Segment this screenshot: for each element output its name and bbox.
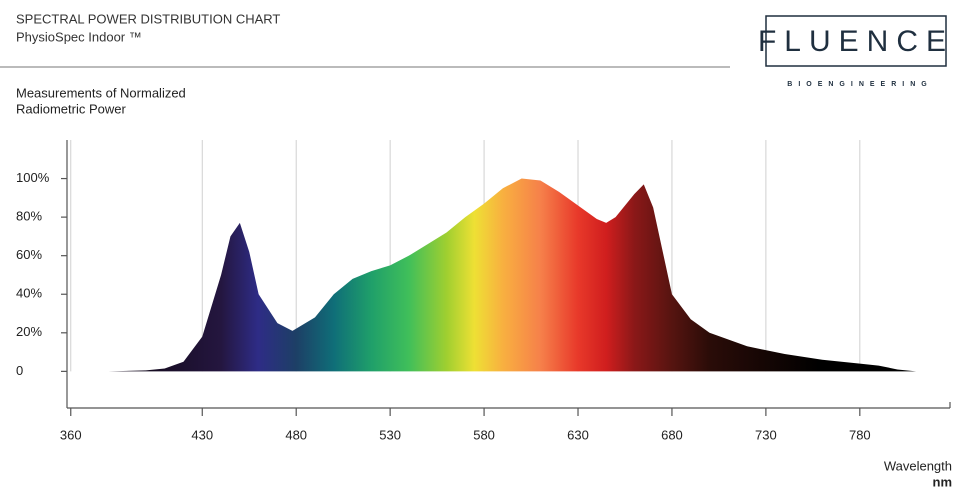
x-tick-label: 630 [567,427,589,442]
x-tick-label: 580 [473,427,495,442]
x-tick-label: 480 [285,427,307,442]
chart-title: SPECTRAL POWER DISTRIBUTION CHART [16,11,280,26]
y-axis-label: Measurements of Normalized [16,85,186,100]
x-axis-label: Wavelength [884,458,952,473]
logo-text: FLUENCE [758,25,954,58]
logo-box [765,15,947,67]
spectrum-area [108,178,917,372]
y-tick-label: 0 [16,363,23,378]
x-tick-label: 360 [60,427,82,442]
y-tick-label: 60% [16,247,42,262]
x-tick-label: 430 [191,427,213,442]
x-axis-unit: nm [933,474,953,489]
chart-subtitle: PhysioSpec Indoor ™ [16,29,142,44]
x-tick-label: 530 [379,427,401,442]
x-tick-label: 730 [755,427,777,442]
y-axis-label: Radiometric Power [16,101,126,116]
x-tick-label: 680 [661,427,683,442]
x-tick-label: 780 [849,427,871,442]
y-tick-label: 40% [16,286,42,301]
y-tick-label: 80% [16,209,42,224]
y-tick-label: 20% [16,324,42,339]
y-tick-label: 100% [16,170,50,185]
logo-tagline: BIOENGINEERING [787,81,932,88]
